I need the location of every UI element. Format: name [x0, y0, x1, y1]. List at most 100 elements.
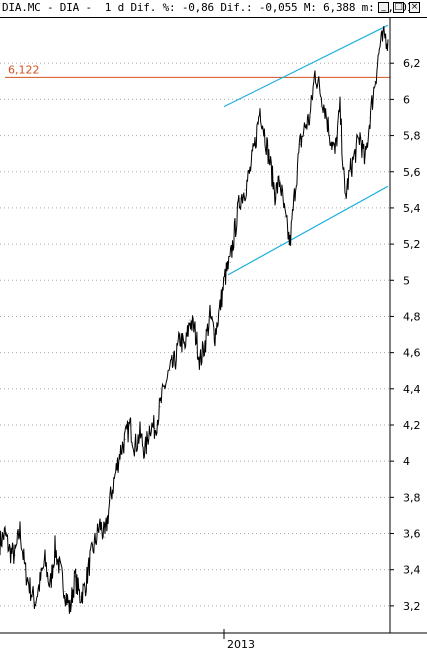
price-point: [279, 180, 281, 182]
y-tick-label: 5,6: [403, 166, 421, 179]
price-point: [74, 576, 76, 578]
price-point: [159, 406, 161, 408]
price-point: [24, 569, 26, 571]
price-point: [99, 524, 101, 525]
y-tick-label: 6,2: [403, 57, 421, 70]
price-point: [84, 587, 86, 589]
price-point: [104, 536, 106, 538]
price-point: [14, 554, 16, 556]
price-point: [374, 80, 376, 82]
x-tick-label: 2013: [227, 638, 255, 651]
price-chart: 6,122 3,2 3,4 3,6 3,8 4 4,2 4,4 4,6 4,8 5 5,2 5,4 5,…: [0, 18, 427, 651]
y-tick-label: 4,4: [403, 383, 421, 396]
price-point: [269, 162, 271, 164]
price-point: [124, 439, 126, 440]
price-point: [69, 609, 71, 610]
y-tick-label: 3,8: [403, 491, 421, 504]
price-point: [299, 144, 301, 146]
price-point: [319, 89, 321, 91]
price-point: [239, 198, 241, 200]
window-titlebar: DIA.MC - DIA - 1 d Dif. %: -0,86 Dif.: -…: [0, 0, 427, 18]
price-point: [54, 547, 56, 549]
price-series: [0, 26, 389, 614]
y-tick-label: 5,4: [403, 202, 421, 215]
price-point: [194, 330, 196, 332]
reference-line-label: 6,122: [8, 63, 40, 76]
price-point: [344, 198, 346, 200]
price-point: [369, 117, 371, 118]
price-point: [387, 39, 389, 41]
price-point: [29, 587, 31, 589]
price-line: [0, 26, 389, 614]
price-point: [364, 162, 366, 164]
price-point: [229, 261, 231, 263]
close-button[interactable]: ×: [409, 2, 420, 13]
price-point: [219, 307, 221, 308]
price-point: [309, 117, 311, 118]
price-point: [284, 216, 286, 218]
price-point: [334, 153, 336, 155]
price-point: [339, 108, 341, 109]
price-point: [234, 229, 236, 231]
price-point: [189, 319, 191, 321]
price-point: [314, 71, 316, 73]
price-point: [154, 428, 156, 430]
price-point: [209, 316, 211, 317]
price-point: [259, 108, 261, 109]
price-point: [139, 433, 141, 435]
y-tick-label: 4,6: [403, 347, 421, 360]
price-point: [354, 153, 356, 155]
price-point: [204, 343, 206, 344]
channel-line-lower: [227, 185, 389, 276]
x-axis: 2013: [0, 629, 427, 651]
price-point: [244, 189, 246, 191]
minimize-button[interactable]: _: [378, 2, 389, 13]
y-tick-label: 4,2: [403, 419, 421, 432]
y-tick-label: 3,6: [403, 528, 421, 541]
price-point: [129, 424, 131, 426]
price-point: [149, 424, 151, 426]
price-point: [249, 171, 251, 173]
price-point: [379, 44, 381, 46]
channel-lines: [223, 24, 389, 276]
price-point: [199, 361, 201, 363]
price-point: [144, 451, 146, 453]
gridlines: [0, 62, 390, 607]
y-tick-label: 5: [403, 274, 410, 287]
price-point: [9, 551, 11, 553]
price-point: [184, 348, 186, 350]
price-point: [294, 189, 296, 191]
price-point: [19, 529, 21, 531]
price-point: [34, 601, 36, 603]
price-point: [289, 243, 291, 245]
reference-line-group: 6,122: [5, 63, 390, 78]
price-point: [164, 384, 166, 386]
price-point: [329, 135, 331, 136]
price-point: [174, 361, 176, 363]
price-point: [179, 337, 181, 339]
price-point: [304, 126, 306, 127]
price-point: [254, 144, 256, 146]
price-point: [44, 560, 46, 562]
y-tick-label: 5,2: [403, 238, 421, 251]
price-point: [359, 135, 361, 136]
price-point: [214, 334, 216, 335]
price-point: [39, 581, 41, 583]
price-point: [4, 533, 6, 534]
price-point: [349, 171, 351, 173]
window-title: DIA.MC - DIA - 1 d Dif. %: -0,86 Dif.: -…: [2, 1, 414, 14]
price-point: [119, 451, 121, 453]
price-point: [79, 596, 81, 598]
price-point: [324, 108, 326, 109]
y-axis: 3,2 3,4 3,6 3,8 4 4,2 4,4 4,6 4,8 5 5,2 5,4 5,6 5,8 6 6…: [389, 18, 421, 633]
y-tick-label: 5,8: [403, 130, 421, 143]
price-point: [264, 135, 266, 136]
maximize-button[interactable]: □: [393, 2, 404, 13]
y-tick-label: 3,2: [403, 600, 421, 613]
price-point: [89, 560, 91, 562]
channel-line-upper: [223, 24, 389, 108]
price-point: [384, 35, 386, 37]
y-tick-label: 3,4: [403, 564, 421, 577]
price-point: [64, 590, 66, 592]
price-point: [274, 193, 276, 194]
